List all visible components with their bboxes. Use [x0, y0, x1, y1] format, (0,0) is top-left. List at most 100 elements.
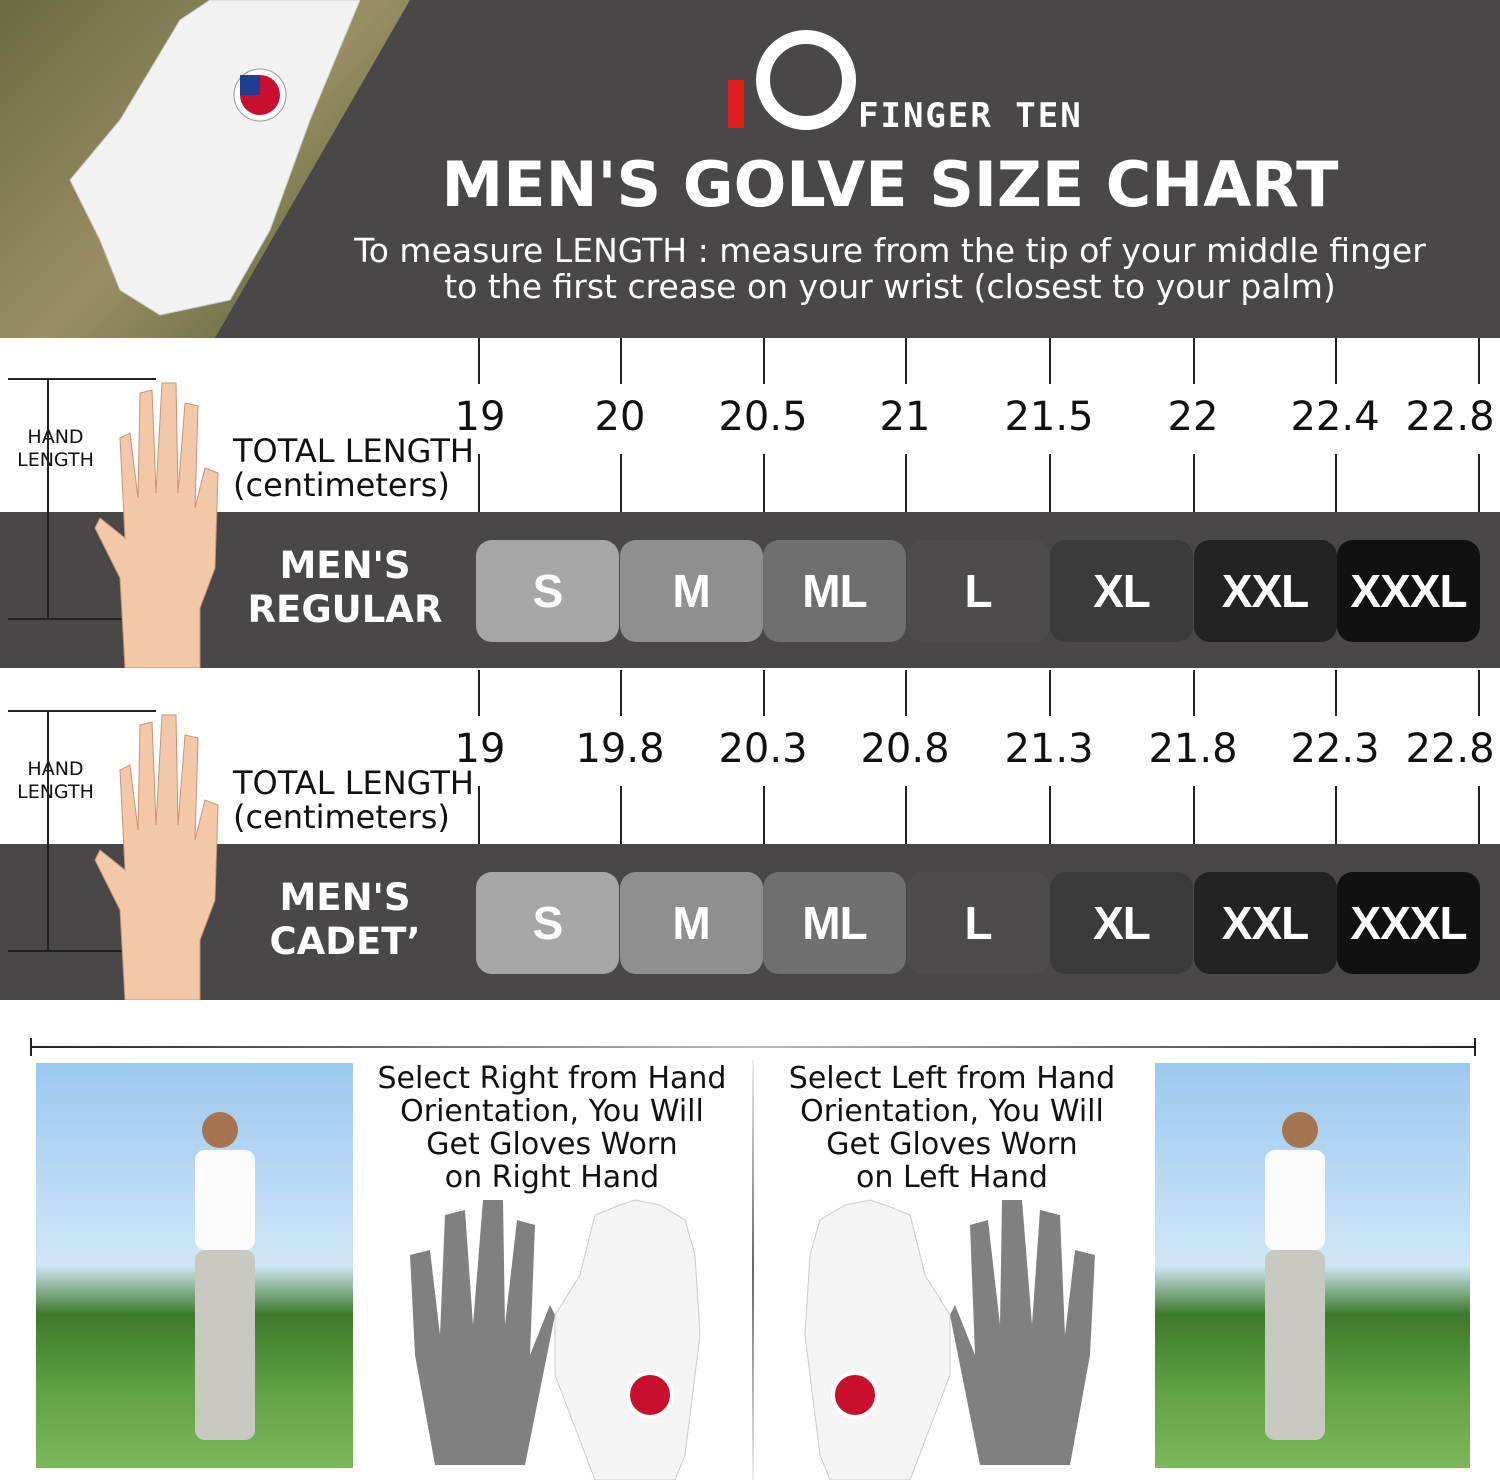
size-xxxl: XXXL	[1337, 872, 1480, 974]
length-value: 20	[594, 394, 646, 440]
tick-mark	[1335, 786, 1337, 844]
tick-mark	[1049, 338, 1051, 384]
length-value: 22.4	[1290, 394, 1380, 440]
size-xxl: XXL	[1193, 540, 1337, 642]
length-value: 21.3	[1004, 726, 1094, 772]
divider	[30, 1046, 1476, 1048]
length-value: 22	[1167, 394, 1219, 440]
size-ml: ML	[763, 872, 906, 974]
length-value: 22.8	[1405, 394, 1495, 440]
tick-mark	[1478, 454, 1480, 512]
tick-mark	[478, 454, 480, 512]
length-value: 20.3	[718, 726, 808, 772]
size-ml: ML	[763, 540, 906, 642]
length-value: 21.5	[1004, 394, 1094, 440]
tick-mark	[620, 786, 622, 844]
logo-mark	[728, 80, 744, 128]
tick-mark	[905, 786, 907, 844]
instruction-line: on Right Hand	[444, 1160, 660, 1195]
measure-line	[8, 618, 173, 620]
tick-mark	[1478, 670, 1480, 716]
tick-mark	[905, 670, 907, 716]
instruction-line: on Left Hand	[856, 1160, 1048, 1195]
left-glove-illustration	[804, 1199, 1095, 1480]
subtitle-line: to the first crease on your wrist (close…	[444, 267, 1336, 306]
category-label: MEN'S CADET’	[269, 876, 421, 963]
length-value: 21.8	[1148, 726, 1238, 772]
golf-glove-image	[69, 0, 360, 316]
tick-mark	[478, 670, 480, 716]
size-xl: XL	[1050, 872, 1193, 974]
tick-mark	[1193, 338, 1195, 384]
tick-mark	[478, 786, 480, 844]
measure-line	[47, 378, 49, 618]
tick-mark	[1478, 786, 1480, 844]
right-hand-instructions: Select Right from Hand Orientation, You …	[362, 1062, 742, 1194]
category-label: MEN'S REGULAR	[247, 544, 443, 631]
logo-text: FINGER TEN	[858, 96, 1083, 136]
subtitle-line: To measure LENGTH : measure from the tip…	[354, 231, 1426, 270]
measure-line	[8, 378, 156, 380]
tick-mark	[1335, 670, 1337, 716]
length-value: 22.3	[1290, 726, 1380, 772]
size-s: S	[476, 872, 619, 974]
length-value: 22.8	[1405, 726, 1495, 772]
measure-line	[8, 710, 156, 712]
divider	[30, 1038, 32, 1056]
tick-mark	[1049, 670, 1051, 716]
total-length-label: TOTAL LENGTH (centimeters)	[233, 432, 474, 504]
tick-mark	[620, 454, 622, 512]
length-value: 19.8	[575, 726, 665, 772]
size-xxl: XXL	[1193, 872, 1337, 974]
length-value: 19	[454, 726, 506, 772]
length-value: 20.5	[718, 394, 808, 440]
size-xl: XL	[1050, 540, 1193, 642]
instruction-line: Select Left from Hand	[788, 1061, 1116, 1096]
tick-mark	[1335, 338, 1337, 384]
size-s: S	[476, 540, 619, 642]
tick-mark	[763, 454, 765, 512]
tick-mark	[905, 454, 907, 512]
hand-icon	[94, 382, 219, 668]
tick-mark	[905, 338, 907, 384]
instruction-line: Select Right from Hand	[377, 1061, 727, 1096]
size-m: M	[619, 540, 763, 642]
page-title: MEN'S GOLVE SIZE CHART	[441, 148, 1339, 221]
tick-mark	[1193, 454, 1195, 512]
tick-mark	[620, 338, 622, 384]
tick-mark	[763, 338, 765, 384]
tick-mark	[1478, 338, 1480, 384]
size-l: L	[906, 872, 1050, 974]
instruction-line: Orientation, You Will	[800, 1094, 1104, 1129]
logo-ring	[756, 30, 856, 130]
tick-mark	[763, 670, 765, 716]
tick-mark	[1335, 454, 1337, 512]
size-xxxl: XXXL	[1337, 540, 1480, 642]
total-length-label: TOTAL LENGTH (centimeters)	[233, 764, 474, 836]
hand-icon	[94, 714, 219, 1000]
hand-length-label: HAND LENGTH	[17, 426, 94, 471]
left-hand-instructions: Select Left from Hand Orientation, You W…	[762, 1062, 1142, 1194]
right-glove-illustration	[410, 1199, 701, 1480]
instruction-line: Get Gloves Worn	[826, 1127, 1078, 1162]
size-l: L	[906, 540, 1050, 642]
tick-mark	[1049, 454, 1051, 512]
tick-mark	[1193, 670, 1195, 716]
instruction-line: Orientation, You Will	[400, 1094, 704, 1129]
tick-mark	[763, 786, 765, 844]
hand-length-label: HAND LENGTH	[17, 758, 94, 803]
tick-mark	[620, 670, 622, 716]
tick-mark	[1049, 786, 1051, 844]
tick-mark	[1193, 786, 1195, 844]
measure-line	[47, 710, 49, 950]
length-value: 20.8	[860, 726, 950, 772]
measure-line	[8, 950, 173, 952]
tick-mark	[478, 338, 480, 384]
divider	[752, 1060, 754, 1480]
instruction-line: Get Gloves Worn	[426, 1127, 678, 1162]
length-value: 19	[454, 394, 506, 440]
golfer-figure	[1265, 1112, 1325, 1440]
size-m: M	[619, 872, 763, 974]
divider	[1474, 1038, 1476, 1056]
golfer-photo-right	[36, 1063, 353, 1468]
